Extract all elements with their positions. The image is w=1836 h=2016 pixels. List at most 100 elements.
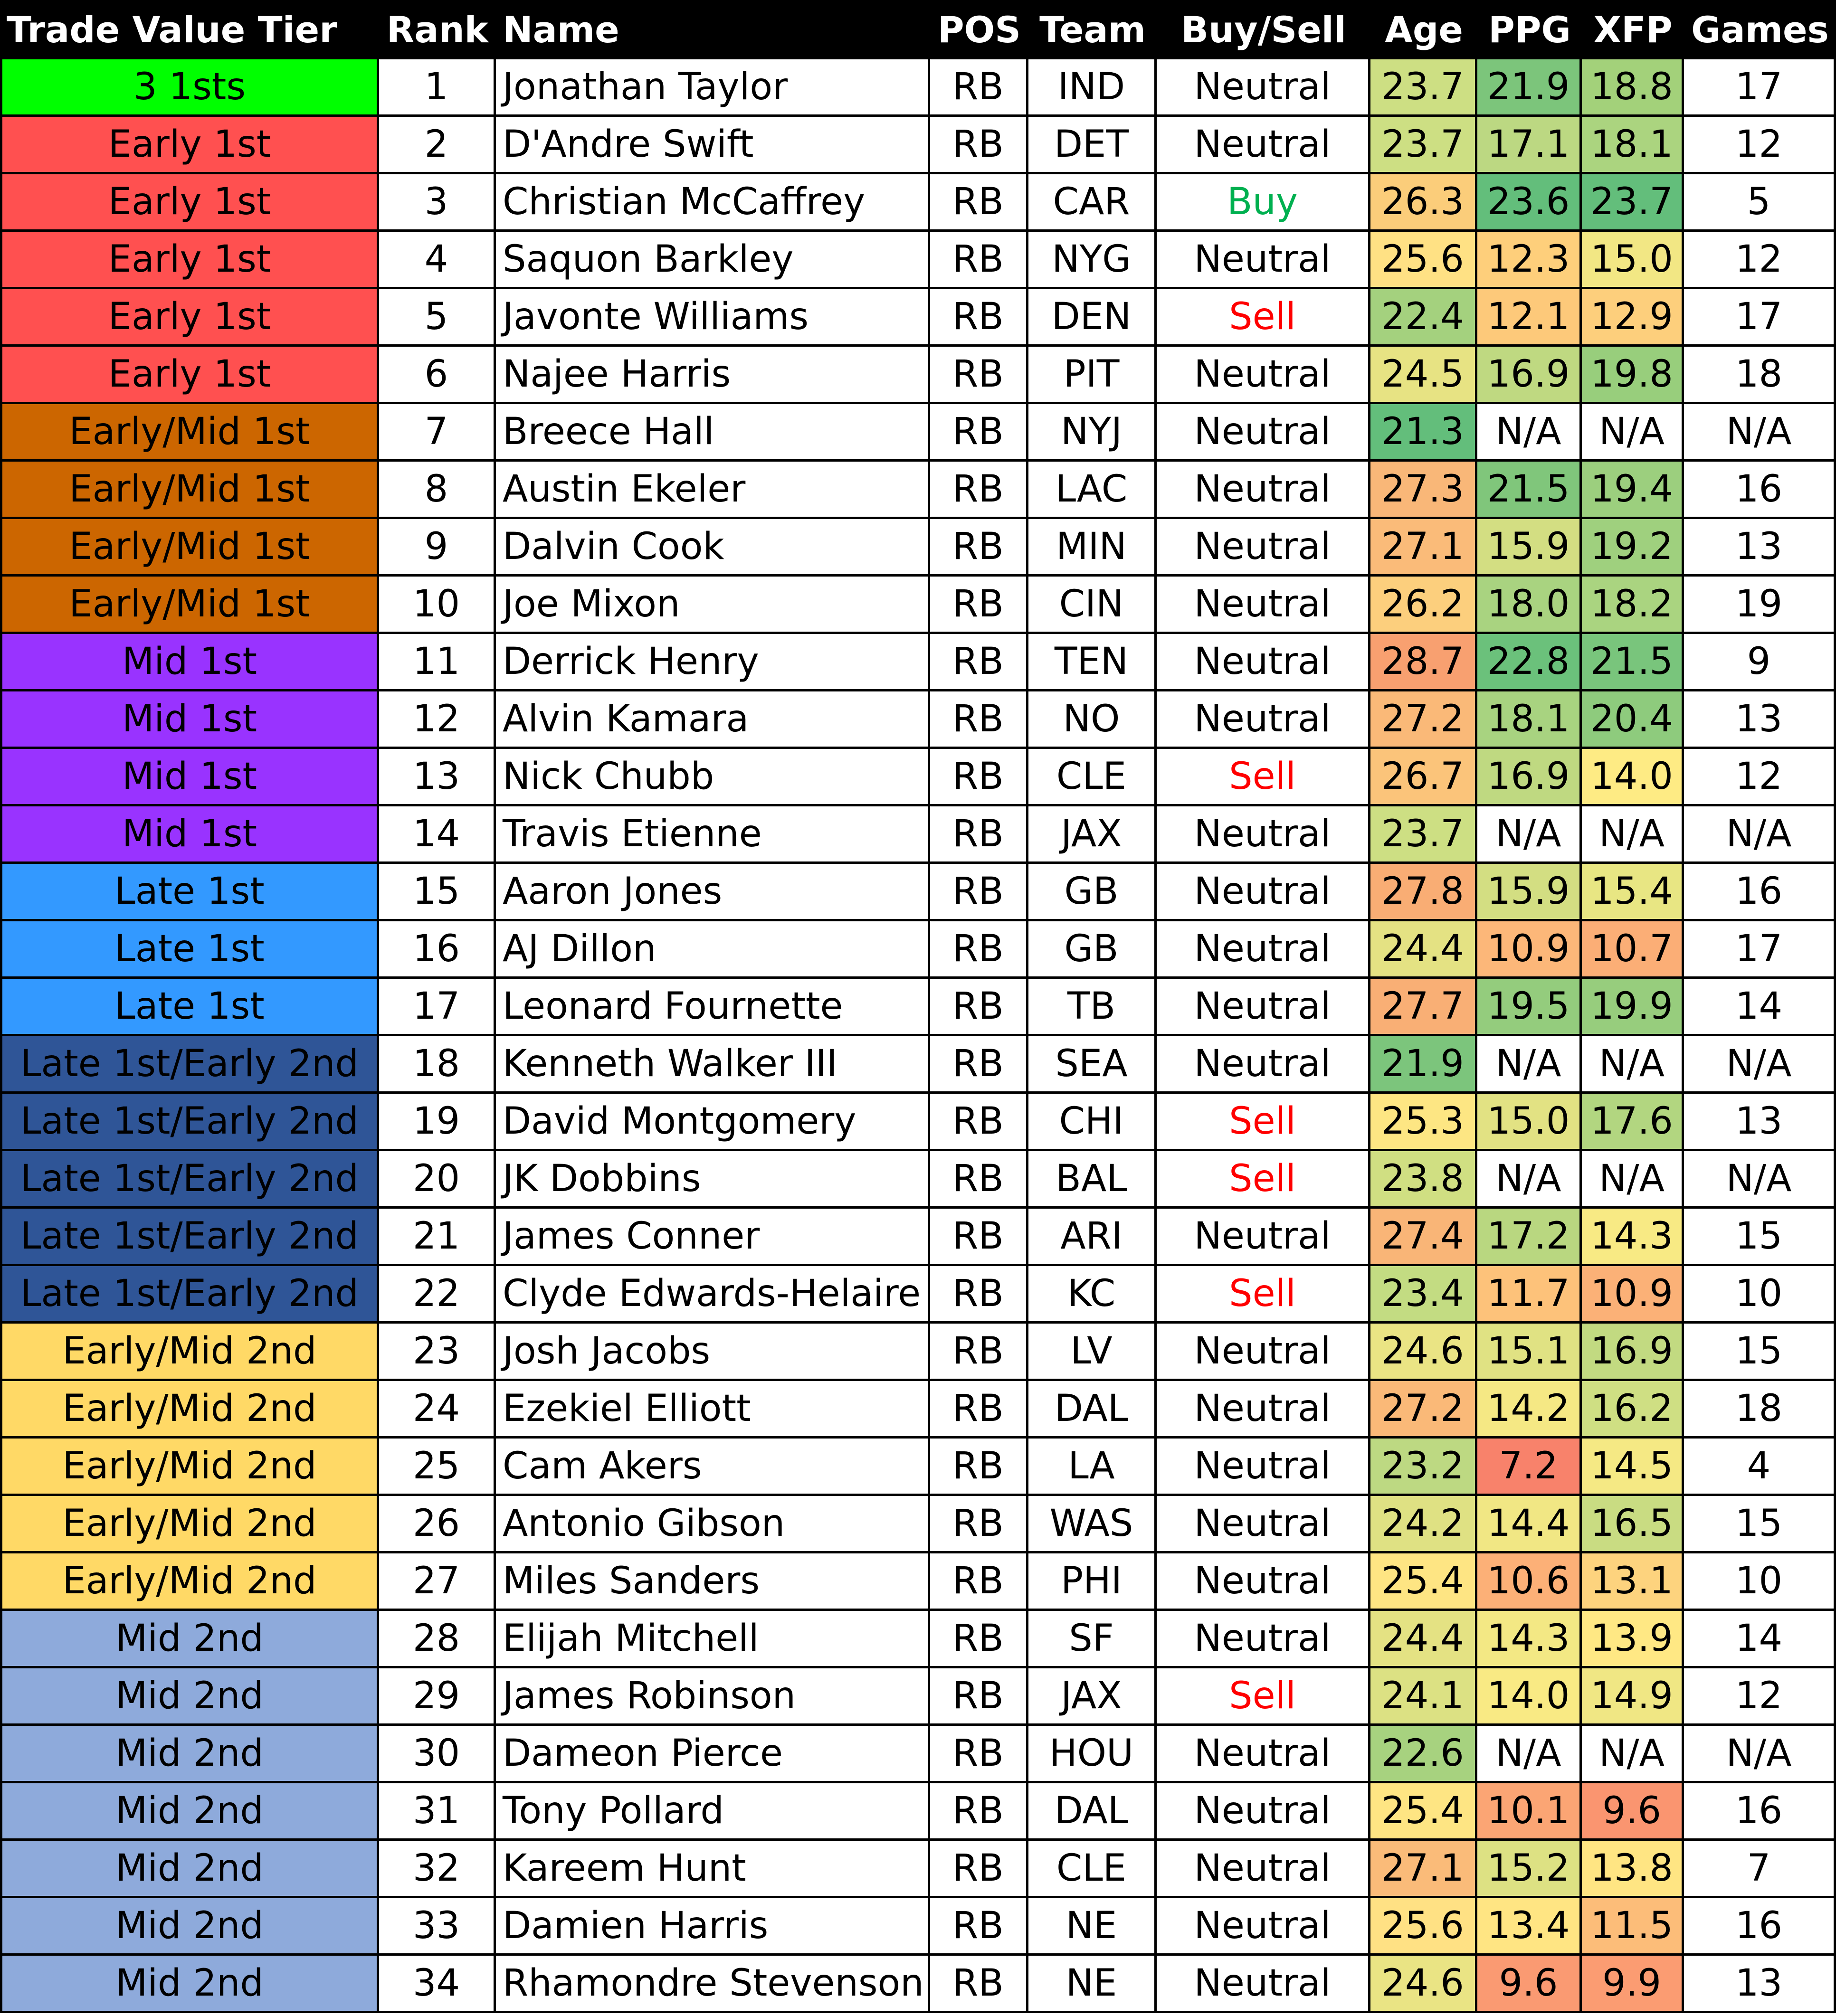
tier-cell: Late 1st/Early 2nd [0, 1209, 379, 1266]
name-cell: Breece Hall [496, 404, 930, 462]
games-cell: 15 [1684, 1209, 1836, 1266]
buy-sell-cell: Neutral [1157, 519, 1370, 577]
ppg-cell: N/A [1477, 1726, 1582, 1783]
xfp-cell: 18.1 [1582, 117, 1684, 174]
xfp-cell: 14.3 [1582, 1209, 1684, 1266]
team-cell: ARI [1028, 1209, 1157, 1266]
name-cell: Tony Pollard [496, 1783, 930, 1841]
age-cell: 24.5 [1370, 347, 1477, 404]
games-cell: 17 [1684, 59, 1836, 117]
pos-cell: RB [930, 1668, 1028, 1726]
name-cell: Derrick Henry [496, 634, 930, 691]
header-ppg: PPG [1477, 0, 1582, 59]
team-cell: LV [1028, 1324, 1157, 1381]
rank-cell: 34 [379, 1956, 496, 2013]
pos-cell: RB [930, 1496, 1028, 1553]
buy-sell-cell: Neutral [1157, 921, 1370, 979]
ppg-cell: 12.3 [1477, 232, 1582, 289]
buy-sell-cell: Neutral [1157, 806, 1370, 864]
team-cell: BAL [1028, 1151, 1157, 1209]
team-cell: MIN [1028, 519, 1157, 577]
buy-sell-cell: Neutral [1157, 577, 1370, 634]
name-cell: David Montgomery [496, 1094, 930, 1151]
header-rank: Rank [379, 0, 496, 59]
xfp-cell: 14.0 [1582, 749, 1684, 806]
rank-cell: 4 [379, 232, 496, 289]
games-cell: 13 [1684, 1094, 1836, 1151]
buy-sell-cell: Neutral [1157, 1783, 1370, 1841]
pos-cell: RB [930, 1841, 1028, 1898]
buy-sell-cell: Sell [1157, 749, 1370, 806]
buy-sell-cell: Neutral [1157, 347, 1370, 404]
pos-cell: RB [930, 1151, 1028, 1209]
age-cell: 28.7 [1370, 634, 1477, 691]
tier-cell: Early 1st [0, 174, 379, 232]
xfp-cell: 17.6 [1582, 1094, 1684, 1151]
age-cell: 27.3 [1370, 462, 1477, 519]
age-cell: 24.6 [1370, 1324, 1477, 1381]
header-age: Age [1370, 0, 1477, 59]
rank-cell: 31 [379, 1783, 496, 1841]
pos-cell: RB [930, 347, 1028, 404]
rank-cell: 12 [379, 691, 496, 749]
pos-cell: RB [930, 1956, 1028, 2013]
xfp-cell: 21.5 [1582, 634, 1684, 691]
pos-cell: RB [930, 921, 1028, 979]
buy-sell-cell: Neutral [1157, 1553, 1370, 1611]
tier-cell: Early 1st [0, 289, 379, 347]
rank-cell: 24 [379, 1381, 496, 1439]
xfp-cell: N/A [1582, 1151, 1684, 1209]
games-cell: 14 [1684, 1611, 1836, 1668]
tier-cell: Mid 1st [0, 806, 379, 864]
rank-cell: 16 [379, 921, 496, 979]
tier-cell: Late 1st/Early 2nd [0, 1266, 379, 1324]
rank-cell: 18 [379, 1036, 496, 1094]
tier-cell: Mid 2nd [0, 1898, 379, 1956]
pos-cell: RB [930, 634, 1028, 691]
buy-sell-cell: Sell [1157, 1266, 1370, 1324]
pos-cell: RB [930, 979, 1028, 1036]
games-cell: 14 [1684, 979, 1836, 1036]
tier-cell: Early/Mid 2nd [0, 1381, 379, 1439]
header-tier: Trade Value Tier [0, 0, 379, 59]
buy-sell-cell: Neutral [1157, 59, 1370, 117]
rank-cell: 3 [379, 174, 496, 232]
xfp-cell: 18.8 [1582, 59, 1684, 117]
rank-cell: 32 [379, 1841, 496, 1898]
team-cell: LA [1028, 1439, 1157, 1496]
tier-cell: Early/Mid 2nd [0, 1553, 379, 1611]
header-pos: POS [930, 0, 1028, 59]
pos-cell: RB [930, 1209, 1028, 1266]
name-cell: Dalvin Cook [496, 519, 930, 577]
pos-cell: RB [930, 289, 1028, 347]
age-cell: 24.4 [1370, 921, 1477, 979]
games-cell: 19 [1684, 577, 1836, 634]
tier-cell: Early/Mid 1st [0, 519, 379, 577]
tier-cell: Late 1st [0, 864, 379, 921]
buy-sell-cell: Sell [1157, 289, 1370, 347]
ppg-cell: 15.0 [1477, 1094, 1582, 1151]
name-cell: Aaron Jones [496, 864, 930, 921]
team-cell: LAC [1028, 462, 1157, 519]
pos-cell: RB [930, 232, 1028, 289]
xfp-cell: 20.4 [1582, 691, 1684, 749]
tier-cell: Early/Mid 1st [0, 404, 379, 462]
age-cell: 22.6 [1370, 1726, 1477, 1783]
ppg-cell: 15.9 [1477, 519, 1582, 577]
name-cell: Travis Etienne [496, 806, 930, 864]
name-cell: Alvin Kamara [496, 691, 930, 749]
games-cell: 16 [1684, 1783, 1836, 1841]
ppg-cell: 21.9 [1477, 59, 1582, 117]
buy-sell-cell: Neutral [1157, 1036, 1370, 1094]
rank-cell: 20 [379, 1151, 496, 1209]
rank-cell: 33 [379, 1898, 496, 1956]
age-cell: 23.7 [1370, 806, 1477, 864]
age-cell: 24.2 [1370, 1496, 1477, 1553]
rank-cell: 23 [379, 1324, 496, 1381]
pos-cell: RB [930, 749, 1028, 806]
team-cell: IND [1028, 59, 1157, 117]
rank-cell: 13 [379, 749, 496, 806]
buy-sell-cell: Sell [1157, 1668, 1370, 1726]
team-cell: PIT [1028, 347, 1157, 404]
pos-cell: RB [930, 404, 1028, 462]
